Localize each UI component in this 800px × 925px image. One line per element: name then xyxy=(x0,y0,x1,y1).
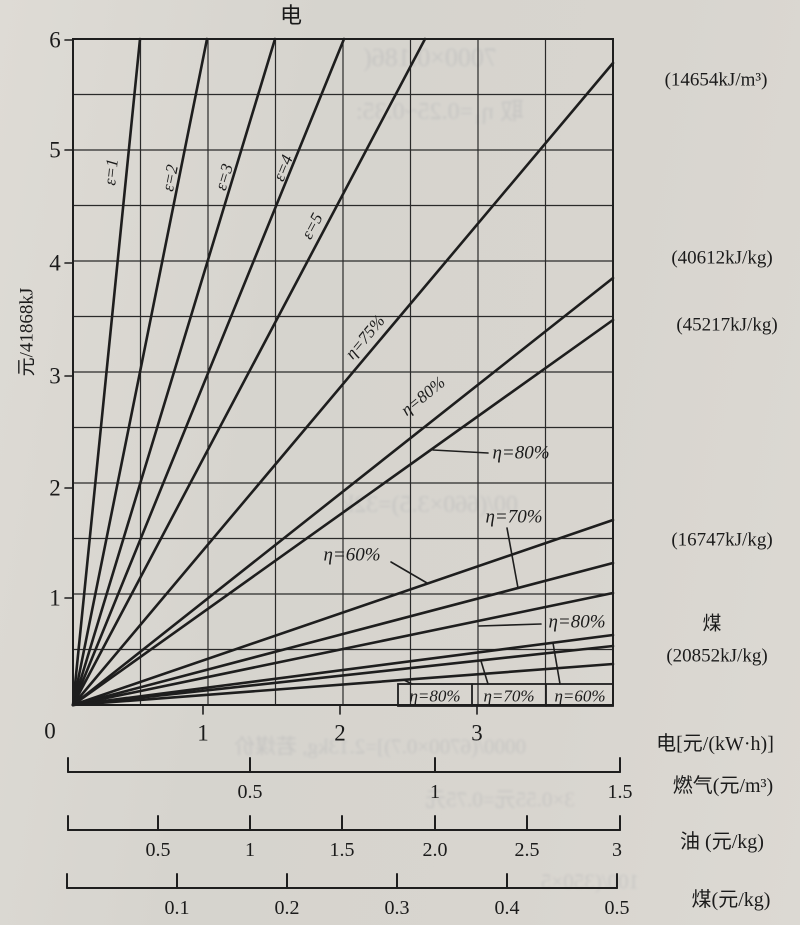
y-axis-label: 元/41868kJ xyxy=(16,287,38,377)
tick-label-coal: 0.5 xyxy=(604,897,630,919)
boxed-labels-frame xyxy=(397,683,614,707)
heating-value-label: (16747kJ/kg) xyxy=(671,529,773,551)
boxed-label-leader xyxy=(480,660,489,685)
tick-label-gas: 1 xyxy=(430,781,440,803)
line-label-rotated: ε=1 xyxy=(100,157,122,187)
y-tick-label: 3 xyxy=(49,363,61,389)
callout-leader xyxy=(432,449,489,454)
efficiency-boxed-label: η=80% xyxy=(409,686,461,706)
efficiency-boxed-label: η=60% xyxy=(554,686,606,706)
y-tick-label: 5 xyxy=(49,137,61,163)
boxed-label-leader xyxy=(552,642,561,685)
efficiency-callout: η=60% xyxy=(323,544,381,566)
tick-label-gas: 1.5 xyxy=(607,781,633,803)
axis-name-electricity: 电[元/(kW·h)] xyxy=(656,733,774,755)
chart-title-electricity: 电 xyxy=(279,3,303,28)
callout-leader xyxy=(506,527,519,589)
tick-label-oil: 2.5 xyxy=(514,839,540,861)
tick-label-coal: 0.4 xyxy=(494,897,520,919)
y-tick-label: 6 xyxy=(49,27,61,53)
y-tick-label: 4 xyxy=(49,250,61,276)
tick-label-coal: 0.1 xyxy=(164,897,190,919)
axis-name-coal: 煤(元/kg) xyxy=(691,889,771,911)
tick-label-oil: 3 xyxy=(612,839,622,861)
x-tick-label-electricity: 3 xyxy=(471,720,483,746)
callout-leader xyxy=(390,561,428,584)
cost-line-eps1 xyxy=(71,37,142,707)
cost-line-eps4 xyxy=(71,37,346,707)
efficiency-callout: η=80% xyxy=(548,611,606,633)
axis-name-gas: 燃气(元/m³) xyxy=(672,775,774,797)
x-tick-label-electricity: 1 xyxy=(197,720,209,746)
axis-name-oil: 油 (元/kg) xyxy=(680,831,764,853)
cost-line-oil45217 xyxy=(71,318,615,707)
heating-value-label: (14654kJ/m³) xyxy=(664,69,768,91)
cost-line-coalB80 xyxy=(71,662,615,707)
efficiency-boxed-label: η=70% xyxy=(483,686,535,706)
cost-line-coalB60 xyxy=(71,633,615,707)
cost-line-eps2 xyxy=(71,37,209,707)
cost-line-eps3 xyxy=(71,37,277,707)
cost-line-gas75 xyxy=(71,61,615,707)
heating-value-label: (20852kJ/kg) xyxy=(666,645,768,667)
tick-label-coal: 0.3 xyxy=(384,897,410,919)
efficiency-callout: η=80% xyxy=(492,442,550,464)
line-label-rotated: ε=2 xyxy=(158,163,182,193)
x-tick-label-electricity: 2 xyxy=(334,720,346,746)
heating-value-label: (40612kJ/kg) xyxy=(671,247,773,269)
origin-label: 0 xyxy=(44,718,56,744)
tick-label-oil: 0.5 xyxy=(145,839,171,861)
tick-label-oil: 2.0 xyxy=(422,839,448,861)
heating-value-label: 煤 xyxy=(702,613,722,635)
tick-label-oil: 1.5 xyxy=(329,839,355,861)
cost-line-eps5 xyxy=(71,37,427,707)
tick-label-coal: 0.2 xyxy=(274,897,300,919)
cost-line-coalA80 xyxy=(71,591,615,707)
heating-value-label: (45217kJ/kg) xyxy=(676,314,778,336)
boxed-label-leader xyxy=(403,679,413,685)
tick-label-gas: 0.5 xyxy=(237,781,263,803)
cost-line-coalA60 xyxy=(71,518,615,707)
efficiency-callout: η=70% xyxy=(485,506,543,528)
y-tick-label: 2 xyxy=(49,475,61,501)
cost-line-coalB70 xyxy=(71,644,615,707)
y-tick-label: 1 xyxy=(49,585,61,611)
callout-leader xyxy=(478,623,542,627)
cost-line-oil40612 xyxy=(71,276,615,707)
cost-line-coalA70 xyxy=(71,561,615,707)
tick-label-oil: 1 xyxy=(245,839,255,861)
